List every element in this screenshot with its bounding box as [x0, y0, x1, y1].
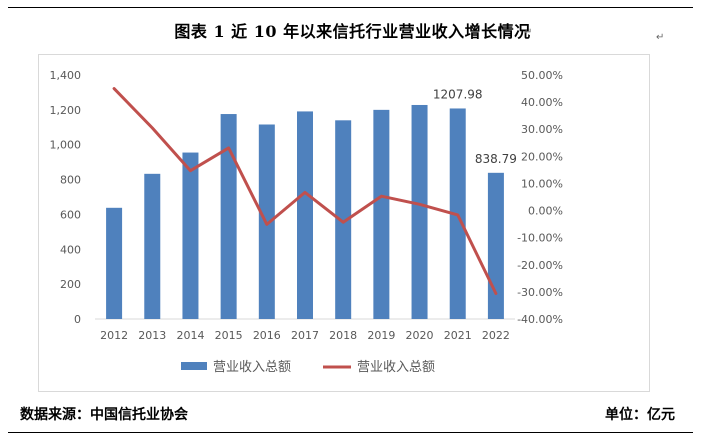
- right-axis-tick-label: 10.00%: [521, 177, 563, 190]
- right-axis-tick-label: -10.00%: [517, 232, 563, 245]
- left-axis-tick-label: 600: [60, 208, 81, 221]
- x-axis-tick-label: 2013: [138, 329, 166, 342]
- right-axis-tick-label: 40.00%: [521, 96, 563, 109]
- x-axis-tick-label: 2022: [482, 329, 510, 342]
- x-axis-tick-label: 2012: [100, 329, 128, 342]
- right-axis-tick-label: 20.00%: [521, 150, 563, 163]
- paragraph-mark-icon: ↵: [656, 32, 665, 43]
- bar: [487, 172, 504, 319]
- legend-bar-swatch: [181, 362, 207, 370]
- data-label: 838.79: [475, 152, 517, 166]
- data-label: 1207.98: [433, 87, 483, 101]
- paragraph-mark-icon: ↵: [524, 27, 533, 38]
- right-axis-tick-label: -40.00%: [517, 313, 563, 326]
- chart-svg: 0 200 400 600 800 1,000 1,200 1,400 -40.00% -30.0…: [50, 69, 564, 375]
- left-axis-tick-label: 1,000: [50, 139, 82, 152]
- x-axis-tick-label: 2020: [406, 329, 434, 342]
- x-axis-tick-label: 2019: [367, 329, 395, 342]
- left-axis-tick-label: 400: [60, 243, 81, 256]
- x-axis-tick-label: 2014: [176, 329, 204, 342]
- x-axis-tick-label: 2016: [253, 329, 281, 342]
- growth-line: [112, 87, 498, 296]
- unit-label: 单位：亿元: [605, 407, 675, 423]
- bar: [297, 111, 313, 319]
- right-axis-tick-label: 30.00%: [521, 123, 563, 136]
- bar: [335, 120, 352, 319]
- left-axis-tick-label: 0: [74, 313, 81, 326]
- chart-area: 0 200 400 600 800 1,000 1,200 1,400 -40.00% -30.0…: [38, 54, 650, 392]
- right-axis-tick-label: -20.00%: [517, 259, 563, 272]
- left-axis-tick-label: 800: [60, 174, 81, 187]
- figure-title: 图表 1 近 10 年以来信托行业营业收入增长情况: [174, 22, 531, 41]
- bar: [106, 207, 123, 319]
- legend-label: 营业收入总额: [213, 360, 291, 375]
- x-axis-tick-label: 2015: [215, 329, 243, 342]
- left-axis-tick-label: 1,400: [50, 69, 82, 82]
- x-axis-tick-label: 2017: [291, 329, 319, 342]
- left-axis-tick-label: 200: [60, 278, 81, 291]
- right-axis-tick-label: 50.00%: [521, 69, 563, 82]
- right-axis-tick-label: 0.00%: [528, 205, 563, 218]
- bar: [411, 104, 428, 319]
- left-axis-tick-label: 1,200: [50, 104, 82, 117]
- bottom-rule: [8, 432, 693, 433]
- data-source: 数据来源：中国信托业协会: [20, 407, 188, 423]
- bar: [182, 152, 199, 319]
- bar: [373, 109, 390, 319]
- top-rule: [8, 7, 693, 8]
- x-axis-tick-label: 2021: [444, 329, 472, 342]
- right-axis-tick-label: -30.00%: [517, 286, 563, 299]
- bar: [220, 114, 237, 319]
- bar: [144, 173, 161, 319]
- legend-label: 营业收入总额: [357, 360, 435, 375]
- x-axis-tick-label: 2018: [329, 329, 357, 342]
